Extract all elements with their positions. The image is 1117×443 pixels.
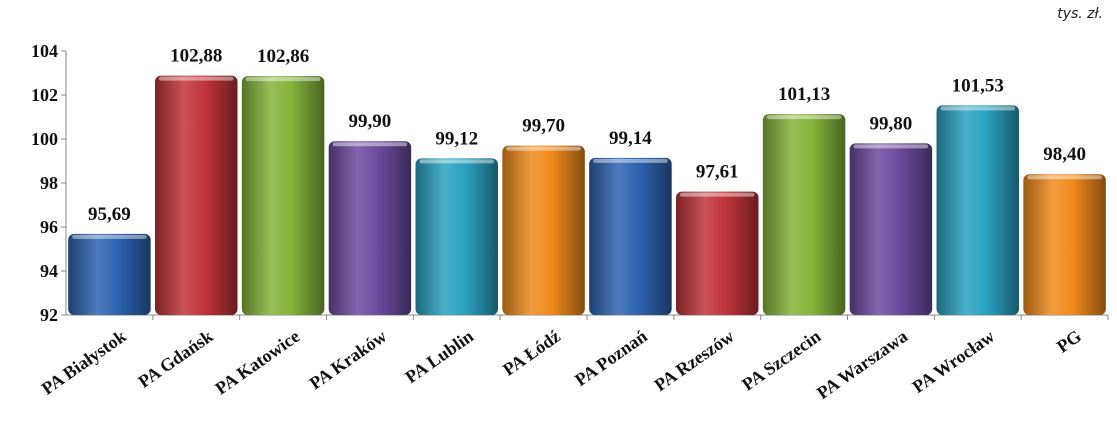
category-label: PA Wrocław: [909, 326, 998, 397]
category-label: PA Łódź: [499, 326, 564, 380]
bar-highlight: [1027, 175, 1102, 180]
bar-highlight: [245, 77, 321, 82]
y-tick-label: 98: [40, 173, 58, 193]
data-label: 97,61: [696, 162, 739, 183]
bar: [502, 145, 585, 315]
unit-label: tys. zł.: [1057, 6, 1103, 22]
bar: [589, 157, 672, 315]
data-label: 99,12: [435, 128, 478, 149]
y-tick-label: 102: [31, 85, 58, 105]
bar-highlight: [593, 158, 668, 163]
bar-highlight: [680, 192, 755, 197]
category-label: PA Szczecin: [738, 326, 824, 395]
data-label: 95,69: [88, 204, 131, 225]
category-label: PA Lublin: [401, 326, 477, 387]
data-label: 99,14: [609, 128, 652, 149]
data-label: 99,70: [522, 116, 565, 137]
bar-highlight: [940, 106, 1015, 111]
data-label: 101,53: [952, 75, 1004, 96]
y-tick-label: 96: [40, 217, 58, 237]
bar-highlight: [506, 146, 581, 151]
y-tick-label: 100: [31, 129, 58, 149]
bar: [936, 105, 1019, 315]
bar: [849, 143, 933, 315]
y-tick-label: 104: [31, 41, 58, 61]
data-label: 101,13: [778, 84, 830, 105]
bar: [676, 191, 759, 315]
y-tick-label: 94: [40, 261, 58, 281]
data-label: 102,88: [170, 46, 222, 67]
bar-highlight: [332, 142, 408, 147]
bar: [762, 114, 846, 315]
bar-highlight: [853, 144, 929, 149]
bar-highlight: [72, 234, 147, 239]
y-tick-label: 92: [40, 305, 58, 325]
data-label: 102,86: [257, 46, 309, 67]
data-label: 99,90: [349, 111, 392, 132]
data-label: 98,40: [1043, 144, 1086, 165]
bar-highlight: [766, 115, 842, 120]
category-label: PA Katowice: [212, 326, 304, 399]
category-label: PA Rzeszów: [651, 326, 738, 395]
bar-highlight: [159, 76, 234, 81]
bar: [241, 76, 325, 315]
bar-highlight: [419, 159, 494, 164]
bar: [68, 233, 151, 315]
category-label: PA Warszawa: [813, 326, 911, 403]
category-label: PA Poznań: [571, 326, 651, 390]
bar: [155, 75, 238, 315]
category-label: PA Gdańsk: [134, 326, 216, 392]
data-label: 99,80: [870, 113, 913, 134]
bar: [328, 141, 412, 315]
category-label: PA Kraków: [306, 326, 391, 394]
category-label: PG: [1053, 326, 1085, 357]
bar: [1023, 174, 1106, 315]
bar: [415, 158, 498, 315]
category-label: PA Białystok: [38, 326, 130, 399]
